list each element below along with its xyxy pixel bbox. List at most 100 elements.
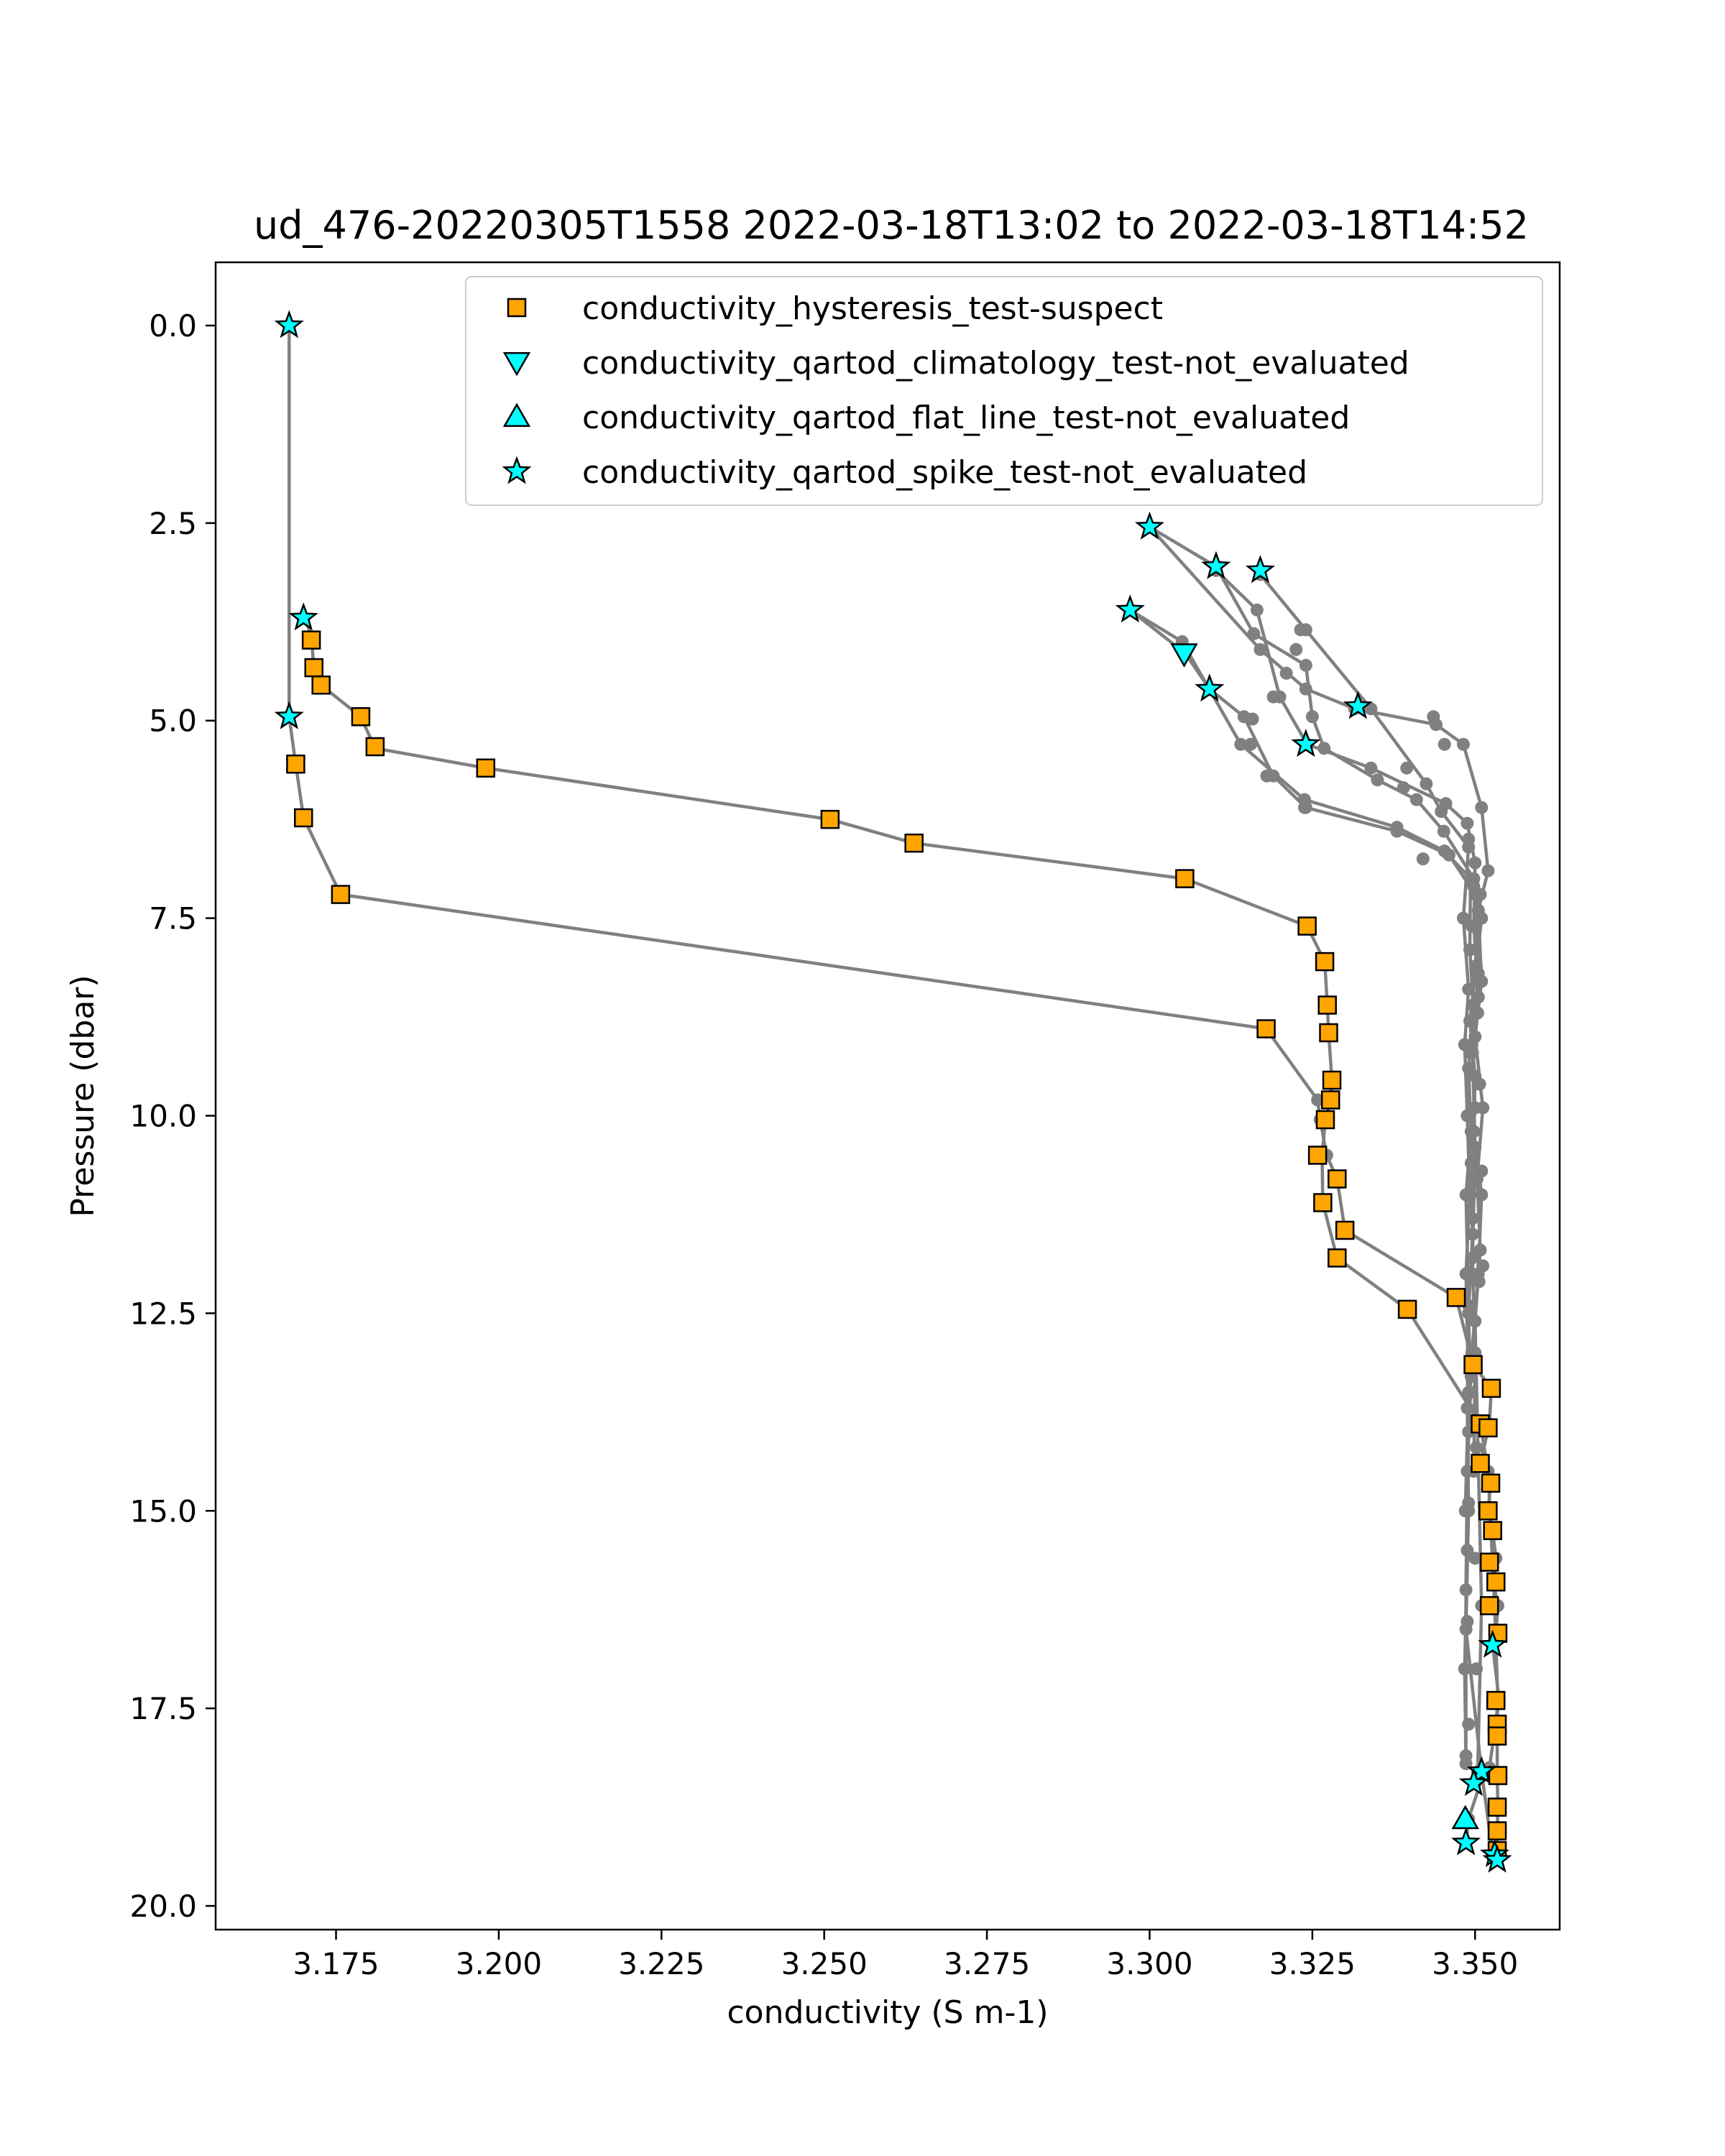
marker-square: [1307, 1146, 1328, 1165]
legend-label: conductivity_qartod_spike_test-not_evalu…: [582, 454, 1307, 491]
unflagged-point: [1299, 682, 1312, 696]
unflagged-point: [1473, 1243, 1487, 1257]
marker-star: [1458, 1767, 1489, 1797]
marker-square: [476, 758, 496, 778]
chart-title: ud_476-20220305T1558 2022-03-18T13:02 to…: [254, 203, 1529, 248]
unflagged-point: [1234, 737, 1248, 751]
x-tick-label: 3.200: [456, 1946, 542, 1981]
unflagged-point: [1416, 852, 1430, 866]
marker-square: [1463, 1355, 1483, 1375]
y-tick-label: 10.0: [129, 1098, 197, 1133]
unflagged-point: [1289, 642, 1303, 656]
unflagged-point: [1468, 856, 1482, 870]
y-tick-label: 2.5: [149, 506, 197, 541]
unflagged-point: [1458, 1662, 1471, 1676]
unflagged-point: [1420, 777, 1433, 791]
marker-square: [286, 754, 305, 774]
unflagged-point: [1481, 864, 1495, 877]
legend: conductivity_hysteresis_test-suspectcond…: [465, 276, 1543, 506]
marker-square: [904, 833, 924, 853]
marker-square: [1479, 1552, 1499, 1572]
unflagged-point: [1247, 627, 1261, 640]
legend-marker-triangle-down: [502, 352, 531, 377]
y-axis: 0.0 2.5 5.0 7.5 10.0 12.5 15.0 17.5 20.0: [129, 308, 216, 1924]
unflagged-point: [1464, 1125, 1478, 1138]
x-tick-label: 3.250: [781, 1946, 868, 1981]
legend-label: conductivity_hysteresis_test-suspect: [582, 290, 1163, 327]
unflagged-point: [1468, 1552, 1482, 1565]
marker-star: [1466, 1756, 1496, 1784]
unflagged-point: [1435, 805, 1448, 819]
x-tick-label: 3.275: [944, 1946, 1030, 1981]
marker-square: [351, 706, 371, 727]
y-tick-label: 5.0: [149, 704, 197, 739]
unflagged-point: [1475, 1164, 1489, 1178]
unflagged-point: [1294, 623, 1307, 637]
unflagged-point: [1460, 1544, 1474, 1557]
unflagged-point: [1438, 737, 1451, 751]
unflagged-point: [1427, 710, 1440, 724]
legend-marker-triangle-up: [502, 402, 531, 427]
legend-marker-star: [502, 456, 532, 484]
marker-star: [1245, 555, 1276, 584]
unflagged-point: [1246, 712, 1259, 726]
x-axis: 3.175 3.200 3.225 3.250 3.275 3.300 3.325 3.350: [293, 1930, 1518, 1981]
unflagged-point: [1466, 1251, 1479, 1265]
marker-square: [294, 808, 313, 828]
unflagged-point: [1460, 1109, 1474, 1123]
y-tick-label: 12.5: [129, 1296, 197, 1331]
unflagged-point: [1462, 982, 1476, 996]
marker-star: [274, 701, 304, 729]
marker-square: [1486, 1572, 1506, 1592]
marker-triangle-up: [1451, 1805, 1479, 1830]
unflagged-point: [1243, 737, 1257, 751]
marker-square: [820, 809, 840, 829]
unflagged-point: [1460, 1401, 1474, 1415]
x-tick-label: 3.225: [618, 1946, 704, 1981]
marker-square: [1322, 1070, 1342, 1090]
marker-square: [1483, 1521, 1502, 1540]
unflagged-point: [1438, 844, 1451, 858]
flag-markers: [274, 310, 1512, 1873]
x-tick-label: 3.325: [1269, 1946, 1356, 1981]
marker-square: [1297, 916, 1317, 936]
unflagged-point: [1470, 1441, 1484, 1455]
legend-label: conductivity_qartod_flat_line_test-not_e…: [582, 400, 1350, 436]
unflagged-point: [1463, 1014, 1477, 1028]
x-tick-label: 3.300: [1106, 1946, 1192, 1981]
unflagged-point: [1305, 710, 1319, 724]
unflagged-point: [1459, 1749, 1473, 1763]
unflagged-point: [1471, 1006, 1484, 1020]
unflagged-point: [1463, 943, 1477, 957]
unflagged-point: [1459, 1188, 1473, 1202]
marker-square: [1320, 1090, 1340, 1110]
marker-square: [1397, 1299, 1417, 1319]
marker-star: [1195, 673, 1225, 702]
marker-star: [1451, 1827, 1481, 1856]
x-tick-label: 3.350: [1432, 1946, 1518, 1981]
unflagged-point: [1472, 1275, 1486, 1289]
marker-square: [1328, 1169, 1347, 1189]
unflagged-point: [1462, 832, 1476, 846]
y-tick-label: 0.0: [149, 308, 197, 344]
marker-square: [1319, 1023, 1338, 1043]
unflagged-point: [1409, 793, 1423, 806]
unflagged-point: [1462, 1718, 1476, 1731]
marker-square: [1478, 1418, 1498, 1438]
marker-square: [1487, 1821, 1507, 1841]
unflagged-point: [1470, 1662, 1484, 1676]
unflagged-point: [1459, 1583, 1473, 1597]
unflagged-point: [1460, 1615, 1474, 1628]
marker-square: [311, 675, 331, 695]
unflagged-point: [1279, 666, 1293, 680]
unflagged-point: [1266, 690, 1280, 704]
unflagged-point: [1475, 1188, 1489, 1202]
marker-square: [365, 737, 385, 757]
plot-area: [274, 310, 1512, 1873]
unflagged-point: [1463, 1046, 1477, 1059]
unflagged-point: [1260, 769, 1274, 783]
unflagged-point: [1473, 1077, 1486, 1091]
unflagged-point: [1400, 761, 1414, 775]
unflagged-point: [1460, 816, 1474, 830]
marker-square: [1486, 1690, 1506, 1710]
